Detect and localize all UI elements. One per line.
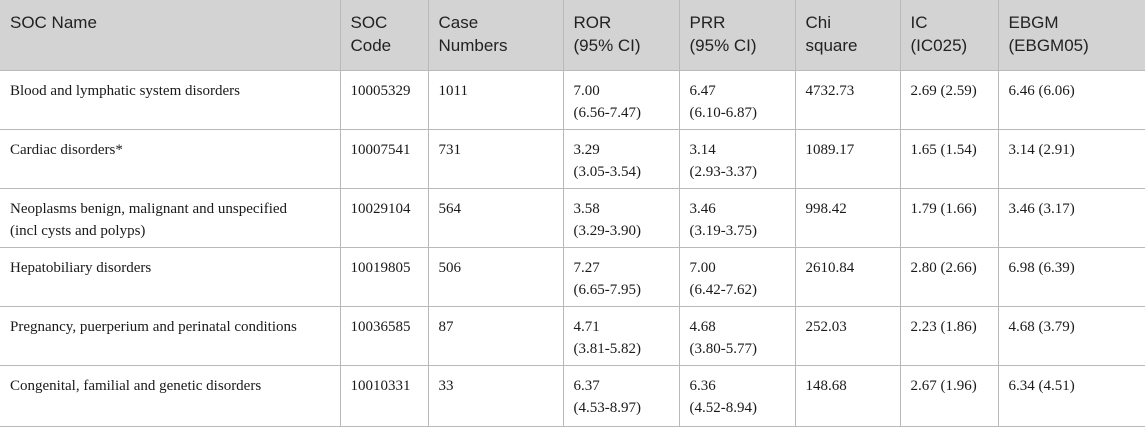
cell-case-numbers: 506: [427, 246, 564, 307]
header-ror: ROR (95% CI): [562, 0, 680, 71]
cell-chi-square: 4732.73: [794, 69, 901, 130]
header-chi-square: Chi square: [794, 0, 901, 71]
cell-ebgm: 3.14 (2.91): [997, 128, 1145, 189]
cell-ebgm: 6.98 (6.39): [997, 246, 1145, 307]
cell-case-numbers: 87: [427, 305, 564, 366]
cell-ic: 2.80 (2.66): [899, 246, 999, 307]
table-row: Cardiac disorders* 10007541 731 3.29 (3.0…: [0, 128, 1145, 189]
cell-ror: 3.29 (3.05-3.54): [562, 128, 680, 189]
table-row: Pregnancy, puerperium and perinatal cond…: [0, 305, 1145, 366]
cell-ebgm: 4.68 (3.79): [997, 305, 1145, 366]
cell-soc-name: Congenital, familial and genetic disorde…: [0, 364, 341, 427]
header-case-numbers: Case Numbers: [427, 0, 564, 71]
cell-prr: 3.14 (2.93-3.37): [678, 128, 796, 189]
cell-ebgm: 6.46 (6.06): [997, 69, 1145, 130]
cell-soc-code: 10005329: [339, 69, 429, 130]
cell-ic: 1.65 (1.54): [899, 128, 999, 189]
cell-case-numbers: 1011: [427, 69, 564, 130]
cell-soc-code: 10036585: [339, 305, 429, 366]
cell-prr: 6.47 (6.10-6.87): [678, 69, 796, 130]
table-body: Blood and lymphatic system disorders 100…: [0, 69, 1145, 427]
cell-prr: 6.36 (4.52-8.94): [678, 364, 796, 427]
cell-soc-code: 10007541: [339, 128, 429, 189]
table-row: Blood and lymphatic system disorders 100…: [0, 69, 1145, 130]
header-prr: PRR (95% CI): [678, 0, 796, 71]
cell-prr: 7.00 (6.42-7.62): [678, 246, 796, 307]
header-ic: IC (IC025): [899, 0, 999, 71]
header-row: SOC Name SOC Code Case Numbers ROR (95% …: [0, 0, 1145, 71]
cell-chi-square: 2610.84: [794, 246, 901, 307]
cell-soc-code: 10019805: [339, 246, 429, 307]
cell-chi-square: 148.68: [794, 364, 901, 427]
table-header: SOC Name SOC Code Case Numbers ROR (95% …: [0, 0, 1145, 71]
cell-case-numbers: 564: [427, 187, 564, 248]
cell-ror: 7.00 (6.56-7.47): [562, 69, 680, 130]
cell-prr: 3.46 (3.19-3.75): [678, 187, 796, 248]
cell-ic: 2.69 (2.59): [899, 69, 999, 130]
cell-ebgm: 3.46 (3.17): [997, 187, 1145, 248]
header-soc-name: SOC Name: [0, 0, 341, 71]
cell-soc-name: Hepatobiliary disorders: [0, 246, 341, 307]
table-row: Hepatobiliary disorders 10019805 506 7.2…: [0, 246, 1145, 307]
cell-ic: 2.23 (1.86): [899, 305, 999, 366]
header-soc-code: SOC Code: [339, 0, 429, 71]
cell-ic: 2.67 (1.96): [899, 364, 999, 427]
cell-chi-square: 252.03: [794, 305, 901, 366]
cell-case-numbers: 33: [427, 364, 564, 427]
cell-chi-square: 998.42: [794, 187, 901, 248]
cell-soc-code: 10029104: [339, 187, 429, 248]
cell-case-numbers: 731: [427, 128, 564, 189]
cell-prr: 4.68 (3.80-5.77): [678, 305, 796, 366]
cell-chi-square: 1089.17: [794, 128, 901, 189]
header-ebgm: EBGM (EBGM05): [997, 0, 1145, 71]
cell-ror: 4.71 (3.81-5.82): [562, 305, 680, 366]
cell-ebgm: 6.34 (4.51): [997, 364, 1145, 427]
cell-soc-name: Blood and lymphatic system disorders: [0, 69, 341, 130]
cell-soc-name: Neoplasms benign, malignant and unspecif…: [0, 187, 341, 248]
cell-ror: 3.58 (3.29-3.90): [562, 187, 680, 248]
cell-soc-name: Cardiac disorders*: [0, 128, 341, 189]
cell-ror: 6.37 (4.53-8.97): [562, 364, 680, 427]
cell-ror: 7.27 (6.65-7.95): [562, 246, 680, 307]
cell-soc-code: 10010331: [339, 364, 429, 427]
cell-soc-name: Pregnancy, puerperium and perinatal cond…: [0, 305, 341, 366]
table-row: Neoplasms benign, malignant and unspecif…: [0, 187, 1145, 248]
table-row: Congenital, familial and genetic disorde…: [0, 364, 1145, 427]
cell-ic: 1.79 (1.66): [899, 187, 999, 248]
